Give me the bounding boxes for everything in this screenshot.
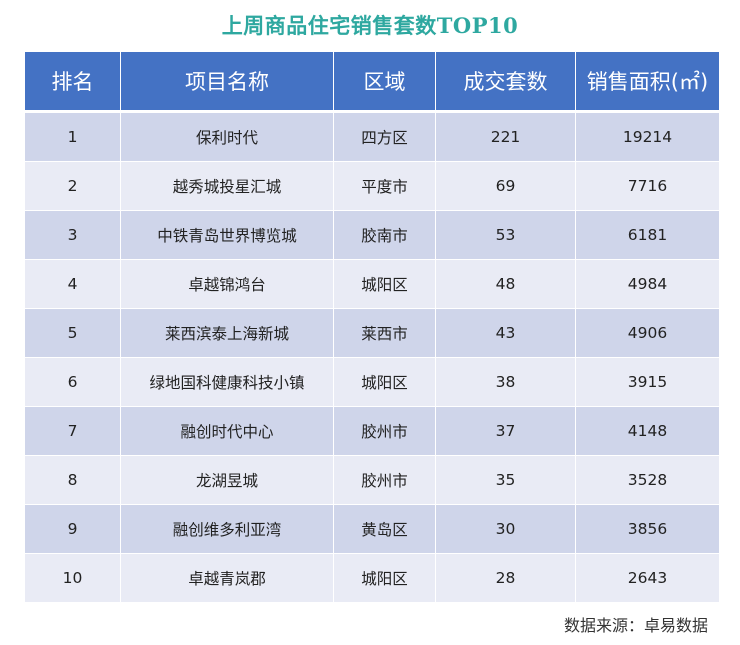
table-row: 6 绿地国科健康科技小镇 城阳区 38 3915 [25, 358, 719, 407]
cell-project: 绿地国科健康科技小镇 [121, 358, 334, 407]
cell-project: 卓越锦鸿台 [121, 260, 334, 309]
cell-region: 胶州市 [334, 456, 436, 505]
cell-region: 黄岛区 [334, 505, 436, 554]
header-cell-project: 项目名称 [121, 52, 334, 113]
cell-area: 6181 [576, 211, 719, 260]
cell-units: 37 [436, 407, 576, 456]
header-cell-area: 销售面积(㎡) [576, 52, 719, 113]
cell-rank: 3 [25, 211, 121, 260]
header-cell-units: 成交套数 [436, 52, 576, 113]
table-row: 10 卓越青岚郡 城阳区 28 2643 [25, 554, 719, 603]
cell-project: 越秀城投星汇城 [121, 162, 334, 211]
table-row: 7 融创时代中心 胶州市 37 4148 [25, 407, 719, 456]
cell-area: 3915 [576, 358, 719, 407]
cell-region: 莱西市 [334, 309, 436, 358]
header-cell-region: 区域 [334, 52, 436, 113]
cell-units: 221 [436, 113, 576, 162]
cell-area: 3528 [576, 456, 719, 505]
cell-area: 2643 [576, 554, 719, 603]
cell-units: 30 [436, 505, 576, 554]
cell-rank: 6 [25, 358, 121, 407]
table-row: 8 龙湖昱城 胶州市 35 3528 [25, 456, 719, 505]
cell-project: 龙湖昱城 [121, 456, 334, 505]
cell-area: 7716 [576, 162, 719, 211]
cell-area: 4984 [576, 260, 719, 309]
cell-units: 28 [436, 554, 576, 603]
cell-rank: 7 [25, 407, 121, 456]
header-row: 排名 项目名称 区域 成交套数 销售面积(㎡) [25, 52, 719, 113]
table-row: 2 越秀城投星汇城 平度市 69 7716 [25, 162, 719, 211]
cell-project: 中铁青岛世界博览城 [121, 211, 334, 260]
cell-units: 48 [436, 260, 576, 309]
cell-area: 19214 [576, 113, 719, 162]
cell-area: 3856 [576, 505, 719, 554]
cell-rank: 10 [25, 554, 121, 603]
cell-project: 融创维多利亚湾 [121, 505, 334, 554]
cell-region: 平度市 [334, 162, 436, 211]
cell-units: 53 [436, 211, 576, 260]
cell-rank: 2 [25, 162, 121, 211]
table-body: 1 保利时代 四方区 221 19214 2 越秀城投星汇城 平度市 69 7716 3 中铁青岛世界… [25, 113, 719, 603]
table-row: 1 保利时代 四方区 221 19214 [25, 113, 719, 162]
cell-units: 43 [436, 309, 576, 358]
cell-region: 城阳区 [334, 358, 436, 407]
cell-region: 城阳区 [334, 260, 436, 309]
cell-project: 融创时代中心 [121, 407, 334, 456]
table-row: 9 融创维多利亚湾 黄岛区 30 3856 [25, 505, 719, 554]
table-row: 3 中铁青岛世界博览城 胶南市 53 6181 [25, 211, 719, 260]
cell-rank: 4 [25, 260, 121, 309]
cell-rank: 1 [25, 113, 121, 162]
ranking-table: 排名 项目名称 区域 成交套数 销售面积(㎡) 1 保利时代 四方区 221 19214… [25, 52, 719, 603]
cell-rank: 9 [25, 505, 121, 554]
cell-project: 莱西滨泰上海新城 [121, 309, 334, 358]
cell-units: 69 [436, 162, 576, 211]
table-title: 上周商品住宅销售套数TOP10 [221, 13, 519, 38]
cell-region: 胶州市 [334, 407, 436, 456]
header-cell-rank: 排名 [25, 52, 121, 113]
cell-region: 四方区 [334, 113, 436, 162]
cell-rank: 5 [25, 309, 121, 358]
cell-rank: 8 [25, 456, 121, 505]
cell-area: 4148 [576, 407, 719, 456]
table-row: 5 莱西滨泰上海新城 莱西市 43 4906 [25, 309, 719, 358]
cell-units: 35 [436, 456, 576, 505]
cell-project: 保利时代 [121, 113, 334, 162]
cell-area: 4906 [576, 309, 719, 358]
data-source-note: 数据来源：卓易数据 [563, 616, 708, 635]
cell-region: 胶南市 [334, 211, 436, 260]
cell-project: 卓越青岚郡 [121, 554, 334, 603]
table-row: 4 卓越锦鸿台 城阳区 48 4984 [25, 260, 719, 309]
cell-region: 城阳区 [334, 554, 436, 603]
cell-units: 38 [436, 358, 576, 407]
